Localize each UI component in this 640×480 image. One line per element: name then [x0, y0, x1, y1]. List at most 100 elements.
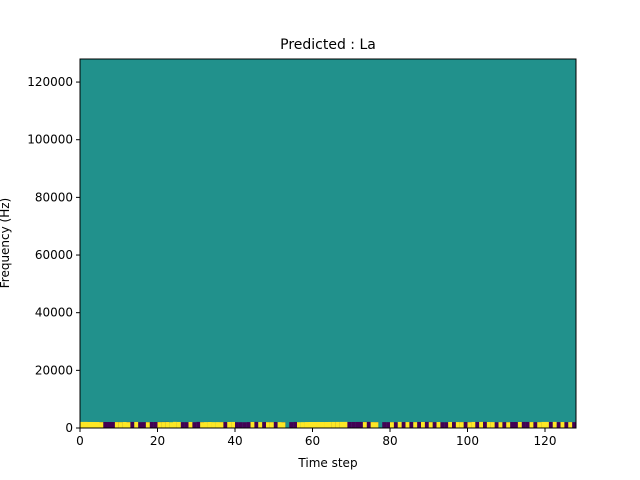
heatmap-cell-high	[91, 421, 96, 428]
heatmap-cell-high	[200, 422, 205, 428]
heatmap-cell-low	[514, 422, 518, 428]
heatmap-cell-high	[529, 422, 534, 428]
heatmap-cell-high	[436, 422, 441, 428]
y-tick-label: 60000	[35, 248, 73, 262]
heatmap-cell-high	[486, 422, 491, 428]
y-tick-label: 120000	[27, 75, 73, 89]
heatmap-cell-high	[297, 422, 301, 428]
heatmap-cell-high	[95, 422, 100, 428]
heatmap-cell-high	[176, 421, 181, 428]
heatmap-cell-low	[242, 422, 247, 428]
y-tick-label: 40000	[35, 306, 73, 320]
heatmap-cell-high	[204, 422, 208, 428]
heatmap-cell-high	[99, 422, 104, 428]
heatmap-cell-high	[552, 421, 557, 428]
heatmap-cell-high	[157, 422, 162, 428]
heatmap-cell-high	[374, 422, 379, 428]
heatmap-cell-low	[246, 422, 251, 428]
heatmap-cell-low	[359, 421, 363, 428]
heatmap-cell-low	[401, 422, 406, 428]
y-tick-label: 20000	[35, 363, 73, 377]
heatmap-cell-low	[440, 422, 445, 428]
x-tick-label: 60	[305, 434, 320, 448]
heatmap-cell-high	[537, 422, 542, 428]
heatmap-cell-high	[300, 422, 305, 428]
heatmap-cell-low	[180, 422, 185, 428]
heatmap-cell-high	[506, 422, 511, 428]
heatmap-cell-low	[417, 421, 422, 428]
heatmap-cell-high	[331, 421, 336, 428]
heatmap-cell-low	[502, 422, 507, 428]
heatmap-cell-high	[165, 422, 170, 428]
heatmap-cell-high	[134, 421, 139, 428]
heatmap-cell-low	[564, 422, 569, 428]
x-tick-label: 120	[534, 434, 557, 448]
heatmap-cell-high	[560, 422, 565, 428]
heatmap-cell-low	[475, 421, 480, 428]
heatmap-cell-high	[258, 422, 263, 428]
heatmap-cell-high	[126, 422, 131, 428]
heatmap-cell-low	[262, 422, 267, 428]
heatmap-cell-low	[510, 422, 515, 428]
heatmap-cell-low	[184, 422, 189, 428]
heatmap-cell-high	[308, 422, 313, 428]
heatmap-cell-low	[351, 421, 356, 428]
x-tick-label: 20	[150, 434, 165, 448]
heatmap-cell-low	[424, 421, 429, 428]
heatmap-cell-low	[386, 422, 391, 428]
heatmap-cell-low	[254, 421, 259, 428]
heatmap-cell-low	[142, 422, 146, 428]
heatmap-cell-high	[312, 422, 317, 428]
x-axis-label: Time step	[297, 456, 357, 470]
heatmap-cell-high	[490, 422, 495, 428]
heatmap-cell-low	[347, 421, 352, 428]
heatmap-cell-high	[219, 422, 224, 428]
heatmap-cell-low	[273, 421, 278, 428]
plot-frame	[79, 58, 577, 429]
y-axis-label: Frequency (Hz)	[0, 198, 12, 289]
heatmap-cell-high	[467, 422, 472, 428]
heatmap-cell-high	[421, 421, 425, 428]
heatmap-cell-low	[293, 421, 298, 428]
heatmap-cell-low	[463, 422, 468, 428]
heatmap-cell-high	[281, 422, 286, 428]
heatmap-cell-low	[483, 421, 487, 428]
x-tick-label: 40	[227, 434, 242, 448]
heatmap-cell-low	[393, 422, 398, 428]
heatmap-cell-low	[409, 422, 414, 428]
heatmap-cell-high	[80, 421, 84, 428]
heatmap-cell-low	[138, 422, 143, 428]
heatmap-cell-high	[448, 421, 453, 428]
x-axis-ticks: 0 20 40 60 80 100 120	[76, 428, 556, 448]
heatmap-cell-high	[304, 422, 309, 428]
heatmap-cell-low	[556, 422, 561, 428]
heatmap-cell-low	[548, 421, 553, 428]
heatmap-cell-high	[328, 421, 332, 428]
heatmap-cell-high	[250, 421, 255, 428]
heatmap-cell-low	[382, 422, 387, 428]
heatmap-cells	[80, 421, 577, 428]
heatmap-background	[80, 59, 576, 428]
heatmap-cell-high	[211, 422, 216, 428]
heatmap-cell-high	[277, 422, 282, 428]
heatmap-cell-high	[207, 422, 212, 428]
heatmap-cell-high	[498, 422, 503, 428]
heatmap-cell-high	[343, 421, 348, 428]
heatmap-cell-high	[370, 422, 375, 428]
heatmap-cell-low	[432, 422, 437, 428]
plot-area	[79, 58, 577, 429]
heatmap-cell-high	[479, 421, 484, 428]
heatmap-cell-high	[231, 421, 236, 428]
heatmap-cell-low	[196, 421, 201, 428]
heatmap-cell-high	[405, 422, 410, 428]
heatmap-cell-low	[444, 422, 449, 428]
heatmap-cell-high	[269, 422, 274, 428]
x-tick-label: 100	[456, 434, 479, 448]
heatmap-cell-low	[289, 422, 294, 428]
heatmap-cell-low	[366, 421, 371, 428]
heatmap-cell-high	[568, 422, 573, 428]
heatmap-cell-high	[173, 421, 177, 428]
heatmap-cell-high	[320, 422, 325, 428]
heatmap-cell-high	[517, 421, 522, 428]
